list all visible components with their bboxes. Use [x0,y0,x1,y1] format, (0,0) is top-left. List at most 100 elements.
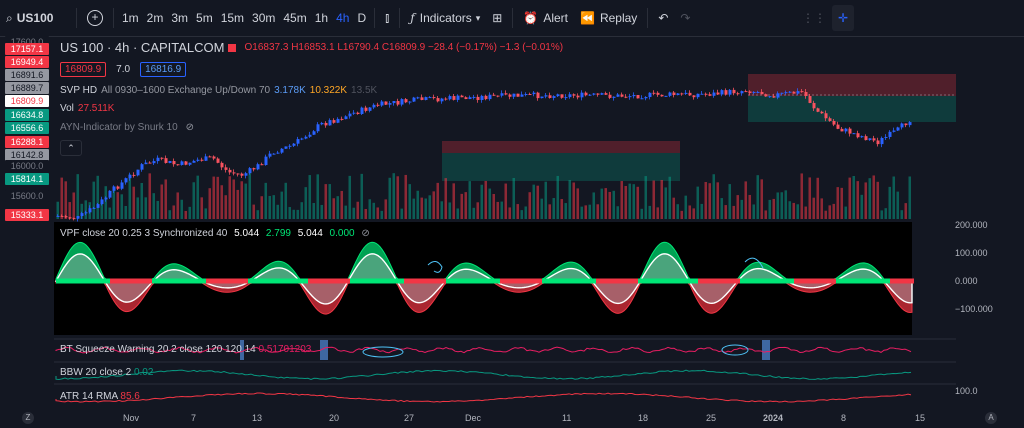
symbol-title[interactable]: US 100 · 4h · CAPITALCOM [60,40,225,55]
indicators-button[interactable]: ƒ Indicators ▾ [404,5,486,31]
redo-button[interactable]: ↷ [674,5,696,31]
bid-button[interactable]: 16809.9 [60,62,107,77]
timeframe-4h[interactable]: 4h [336,11,350,25]
candle [64,216,68,218]
replay-label: Replay [599,11,638,25]
bt-legend[interactable]: BT Squeeze Warning 20 2 close 120 120 14… [60,344,311,355]
volume-bar [640,208,643,219]
ask-button[interactable]: 16816.9 [140,62,187,77]
time-axis[interactable]: Z Nov 7 13 20 27 Dec 11 18 25 2024 8 15 … [0,410,1024,428]
vpf-zero-segment [218,278,224,284]
volume-bar [768,199,771,219]
timeframe-30m[interactable]: 30m [252,11,276,25]
vpf-zero-segment [182,278,188,284]
timeframe-2m[interactable]: 2m [146,11,164,25]
crosshair-button[interactable]: ✛ [831,5,854,31]
timeframe-d[interactable]: D [357,11,367,25]
auto-scale-button[interactable]: A [985,412,997,424]
candle [584,92,588,96]
candle [184,161,188,165]
price-tag-9: 16142.8 [5,149,49,161]
eye-hidden-icon[interactable]: ⊘ [185,122,195,133]
flag-icon[interactable] [228,43,237,52]
templates-button[interactable]: ⊞ [486,5,508,31]
candle [696,93,700,98]
vpf-zero-segment [86,278,92,284]
volume-bar [340,190,343,219]
timeframe-1m[interactable]: 1m [122,11,139,25]
candle [668,92,672,96]
volume-bar [480,184,483,219]
candle [732,89,736,94]
vpf-zero-segment [818,278,824,284]
volume-bar [280,191,283,219]
drawing-ellipse[interactable] [721,344,749,356]
volume-bar [152,193,155,219]
candle [836,124,840,129]
price-scale-left: 17600.0 17157.1 16949.4 16891.6 16889.7 … [0,36,54,412]
timeframe-15m[interactable]: 15m [220,11,245,25]
vpf-zero-segment [122,278,128,284]
volume-bar [820,198,823,219]
vol-legend[interactable]: Vol 27.511K [60,103,114,114]
vpf-zero-segment [554,278,560,284]
candle [132,174,136,176]
svp-legend[interactable]: SVP HD All 0930–1600 Exchange Up/Down 70… [60,85,377,96]
volume-bar [256,210,259,219]
replay-button[interactable]: ⏪ Replay [574,5,643,31]
candle [140,164,144,170]
collapse-legend-button[interactable]: ⌃ [60,140,82,156]
candle [564,97,568,99]
vpf-zero-segment [644,278,650,284]
candle [268,153,272,157]
drag-handle[interactable]: ⋮⋮ [796,5,832,31]
candle [548,95,552,98]
drawing-ellipse[interactable] [362,346,404,358]
candle [84,212,88,214]
zoom-reset-button[interactable]: Z [22,412,34,424]
vpf-zero-segment [194,278,200,284]
symbol-search[interactable]: ⌕ US100 [0,5,72,31]
candle [448,96,452,100]
chart-type-button[interactable]: ⫾ [379,5,395,31]
candle [756,91,760,93]
vpf-zero-segment [842,278,848,284]
alert-button[interactable]: ⏰ Alert [517,5,574,31]
volume-bar [756,175,759,219]
candle [580,92,584,98]
add-symbol-button[interactable]: + [81,5,109,31]
candle [468,97,472,100]
volume-bar [868,178,871,219]
timeframe-1h[interactable]: 1h [314,11,329,25]
vpf-legend[interactable]: VPF close 20 0.25 3 Synchronized 40 5.04… [60,228,370,239]
candle [704,93,708,95]
volume-bar [348,175,351,219]
candle [516,93,520,97]
drawing-annotation[interactable] [427,261,443,273]
indicators-icon: ƒ [410,11,415,25]
volume-bar [432,191,435,219]
drawing-annotation[interactable] [744,257,764,269]
candle [176,164,180,166]
supply-zone-1 [442,141,680,153]
bbw-legend[interactable]: BBW 20 close 2 0.02 [60,367,153,378]
vpf-zero-segment [530,278,536,284]
undo-button[interactable]: ↶ [652,5,674,31]
candle [724,90,728,95]
copy-icon[interactable]: ⊘ [361,228,370,239]
volume-bar [388,177,391,219]
atr-legend[interactable]: ATR 14 RMA 85.6 [60,391,140,402]
ayn-legend[interactable]: AYN-Indicator by Snurk 10 ⊘ [60,122,194,133]
timeframe-5m[interactable]: 5m [196,11,213,25]
volume-bar [172,205,175,219]
volume-bar [400,208,403,219]
timeframe-3m[interactable]: 3m [171,11,189,25]
candle [872,138,876,141]
price-tag-11: 15814.1 [5,173,49,185]
timeframe-45m[interactable]: 45m [283,11,307,25]
vpf-zero-segment [836,278,842,284]
vpf-zero-segment [896,278,902,284]
candle [604,93,608,95]
volume-bar [828,205,831,219]
